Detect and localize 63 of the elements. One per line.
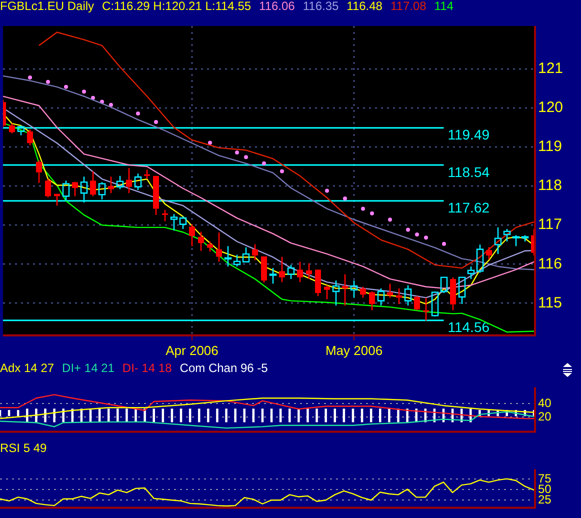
point xyxy=(415,232,419,236)
text: DI- 14 18 xyxy=(122,361,172,375)
point xyxy=(208,140,212,145)
point xyxy=(325,188,329,193)
text: 114 xyxy=(434,0,454,13)
candlestick xyxy=(216,232,222,262)
y-tick-label: 115 xyxy=(538,294,562,312)
text: 116.48 xyxy=(346,0,382,13)
point xyxy=(370,211,374,216)
text: DI+ 14 21 xyxy=(62,361,114,375)
point xyxy=(244,155,248,160)
candlestick xyxy=(90,170,96,197)
point xyxy=(154,120,158,124)
point xyxy=(64,84,68,89)
ref-line-label: 117.62 xyxy=(448,200,490,216)
candlestick xyxy=(279,256,285,283)
point xyxy=(262,161,266,166)
candlestick xyxy=(189,224,195,247)
candlestick xyxy=(306,262,312,280)
point xyxy=(343,196,347,201)
y-tick-label: 40 xyxy=(538,396,552,410)
point xyxy=(442,242,446,246)
point xyxy=(388,218,392,222)
text: Adx 14 27 xyxy=(0,361,54,375)
text: 117.08 xyxy=(390,0,426,13)
chart-subtitle: C:116.29 H:120.21 L:114.55 xyxy=(102,0,252,13)
point xyxy=(28,76,32,80)
candlestick xyxy=(387,283,393,298)
point xyxy=(136,111,140,116)
candlestick xyxy=(324,284,330,300)
x-tick-label: Apr 2006 xyxy=(166,342,218,358)
candlestick xyxy=(198,231,204,252)
candlestick xyxy=(342,274,348,306)
candlestick xyxy=(297,261,303,283)
text: 116.06 xyxy=(259,0,295,13)
candlestick xyxy=(423,297,429,322)
point xyxy=(361,206,365,211)
y-tick-label: 120 xyxy=(538,99,564,116)
candlestick xyxy=(252,244,258,261)
point xyxy=(280,169,284,174)
y-tick-label: 118 xyxy=(538,177,562,194)
y-tick-label: 116 xyxy=(538,255,562,272)
x-tick-label: May 2006 xyxy=(325,342,383,358)
y-tick-label: 119 xyxy=(538,138,562,156)
ref-line-label: 118.54 xyxy=(448,164,490,180)
ref-line-label: 119.49 xyxy=(448,126,490,143)
point xyxy=(46,80,50,84)
y-tick-label: 117 xyxy=(538,216,562,234)
point xyxy=(424,236,428,240)
candlestick xyxy=(126,167,132,194)
candlestick xyxy=(162,209,168,222)
candlestick xyxy=(36,160,42,184)
text: Com Chan 96 -5 xyxy=(180,361,268,375)
y-tick-label: 20 xyxy=(538,409,552,424)
ref-line-label: 114.56 xyxy=(448,319,490,336)
point xyxy=(235,150,239,154)
chart-title: FGBLc1.EU Daily xyxy=(0,0,94,13)
text: 116.35 xyxy=(302,0,339,13)
candlestick xyxy=(108,176,114,194)
point xyxy=(82,90,86,94)
y-tick-label: 121 xyxy=(538,60,564,78)
text: RSI 5 49 xyxy=(0,441,47,455)
point xyxy=(406,228,410,232)
